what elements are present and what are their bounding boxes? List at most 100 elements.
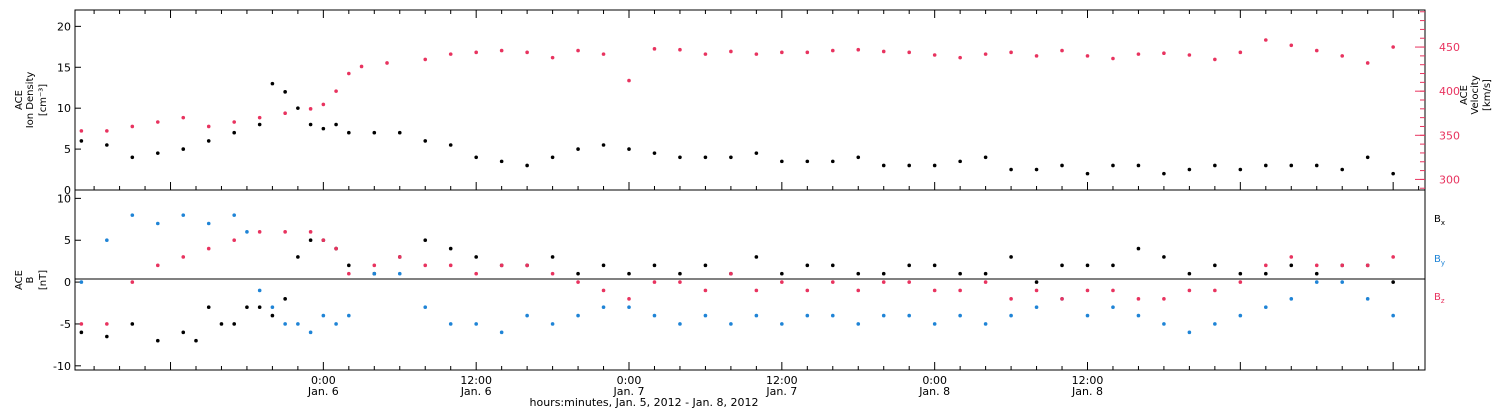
bottom-series-1-point — [983, 322, 988, 326]
x-tick-date: Jan. 8 — [1071, 385, 1103, 398]
top-series-0-point — [601, 143, 606, 147]
bottom-series-0-point — [958, 271, 962, 276]
top-series-1-point — [1187, 53, 1192, 57]
bottom-series-0-point — [550, 255, 555, 259]
bottom-series-1-point — [805, 313, 810, 318]
x-tick-time: 0:00 — [922, 374, 947, 387]
bottom-series-1-point — [830, 313, 835, 318]
bottom-series-1-point — [499, 330, 504, 335]
top-series-0-point — [983, 155, 988, 160]
top-left-tick-label: 0 — [64, 184, 71, 197]
bottom-series-0-point — [780, 271, 784, 276]
top-series-0-point — [1391, 171, 1395, 176]
bottom-series-2-point — [881, 280, 886, 284]
top-series-0-point — [270, 81, 275, 86]
top-series-1-point — [308, 107, 313, 111]
top-series-0-point — [1009, 167, 1013, 172]
top-series-1-point — [652, 47, 657, 51]
top-series-0-point — [907, 163, 911, 168]
top-series-1-point — [805, 50, 810, 55]
bottom-series-1-point — [1111, 305, 1115, 310]
top-series-1-point — [1034, 54, 1039, 58]
bottom-series-1-point — [79, 280, 84, 284]
bottom-series-2-point — [1391, 255, 1395, 259]
top-series-0-point — [1060, 163, 1064, 168]
x-axis-title: hours:minutes, Jan. 5, 2012 - Jan. 8, 20… — [530, 396, 759, 409]
legend-bx-sub: x — [1441, 219, 1445, 227]
bottom-series-2-point — [601, 288, 606, 293]
bottom-series-2-point — [372, 263, 377, 268]
bottom-series-0-point — [1187, 271, 1192, 276]
top-right-label-3: [km/s] — [1482, 79, 1493, 111]
bottom-series-1-point — [347, 313, 351, 318]
top-series-0-point — [652, 151, 657, 155]
top-series-1-point — [155, 120, 160, 124]
top-series-1-point — [1365, 61, 1370, 65]
legend-bz-sub: z — [1441, 297, 1445, 305]
bottom-panel-frame — [74, 189, 1426, 371]
bottom-series-1-point — [1162, 322, 1166, 326]
bottom-series-2-point — [983, 280, 988, 284]
bottom-series-0-point — [245, 305, 249, 310]
top-series-0-point — [627, 147, 631, 151]
top-series-0-point — [1365, 155, 1370, 160]
bottom-series-0-point — [474, 255, 478, 259]
bottom-series-1-point — [130, 213, 135, 217]
legend-bx-main: B — [1434, 214, 1441, 225]
top-series-1-point — [283, 111, 287, 116]
bottom-series-1-point — [397, 271, 402, 276]
bottom-series-1-point — [1213, 322, 1217, 326]
top-series-1-point — [232, 120, 236, 124]
bottom-series-2-point — [780, 280, 784, 284]
bottom-series-0-point — [1111, 263, 1115, 268]
bottom-series-2-point — [1034, 288, 1039, 293]
bottom-series-0-point — [1314, 271, 1319, 276]
top-series-0-point — [805, 159, 810, 164]
bottom-series-0-point — [601, 263, 606, 268]
top-series-1-point — [1162, 51, 1166, 56]
top-series-0-point — [525, 163, 529, 168]
top-series-1-point — [423, 57, 428, 62]
top-left-tick-label: 15 — [57, 61, 71, 74]
bottom-series-1-point — [155, 221, 160, 226]
bottom-series-0-point — [1238, 271, 1243, 276]
bottom-series-2-point — [932, 288, 937, 293]
top-series-1-point — [627, 78, 631, 83]
top-series-1-point — [79, 129, 84, 133]
bottom-series-0-point — [1085, 263, 1090, 268]
top-series-1-point — [130, 124, 135, 129]
top-series-0-point — [1314, 163, 1319, 168]
top-series-0-point — [1289, 163, 1294, 168]
bottom-series-0-point — [932, 263, 937, 268]
bottom-series-2-point — [1289, 255, 1294, 259]
bottom-series-2-point — [907, 280, 911, 284]
bottom-series-0-point — [206, 305, 211, 310]
bottom-series-2-point — [1009, 297, 1013, 301]
top-series-1-point — [780, 50, 784, 55]
top-panel-frame — [74, 9, 1426, 191]
bottom-series-2-point — [729, 271, 733, 276]
top-series-1-point — [550, 55, 555, 60]
bottom-series-1-point — [270, 305, 275, 310]
top-series-0-point — [881, 163, 886, 168]
bottom-series-2-point — [627, 297, 631, 301]
top-series-0-point — [296, 106, 300, 110]
top-series-1-point — [1111, 56, 1115, 61]
bottom-series-2-point — [181, 255, 186, 259]
x-tick-date: Jan. 6 — [460, 385, 492, 398]
bottom-series-1-point — [525, 313, 529, 318]
top-series-1-point — [525, 50, 529, 55]
top-series-1-point — [1213, 57, 1217, 62]
bottom-series-1-point — [958, 313, 962, 318]
bottom-series-0-point — [219, 322, 224, 326]
bottom-left-tick-label: 5 — [64, 234, 71, 247]
bottom-series-1-point — [283, 322, 287, 326]
x-tick-time: 0:00 — [311, 374, 336, 387]
bottom-series-0-point — [1060, 263, 1064, 268]
top-series-0-point — [1162, 171, 1166, 176]
bottom-series-0-point — [576, 271, 580, 276]
legend-by-main: B — [1434, 254, 1441, 265]
bottom-series-0-point — [627, 271, 631, 276]
